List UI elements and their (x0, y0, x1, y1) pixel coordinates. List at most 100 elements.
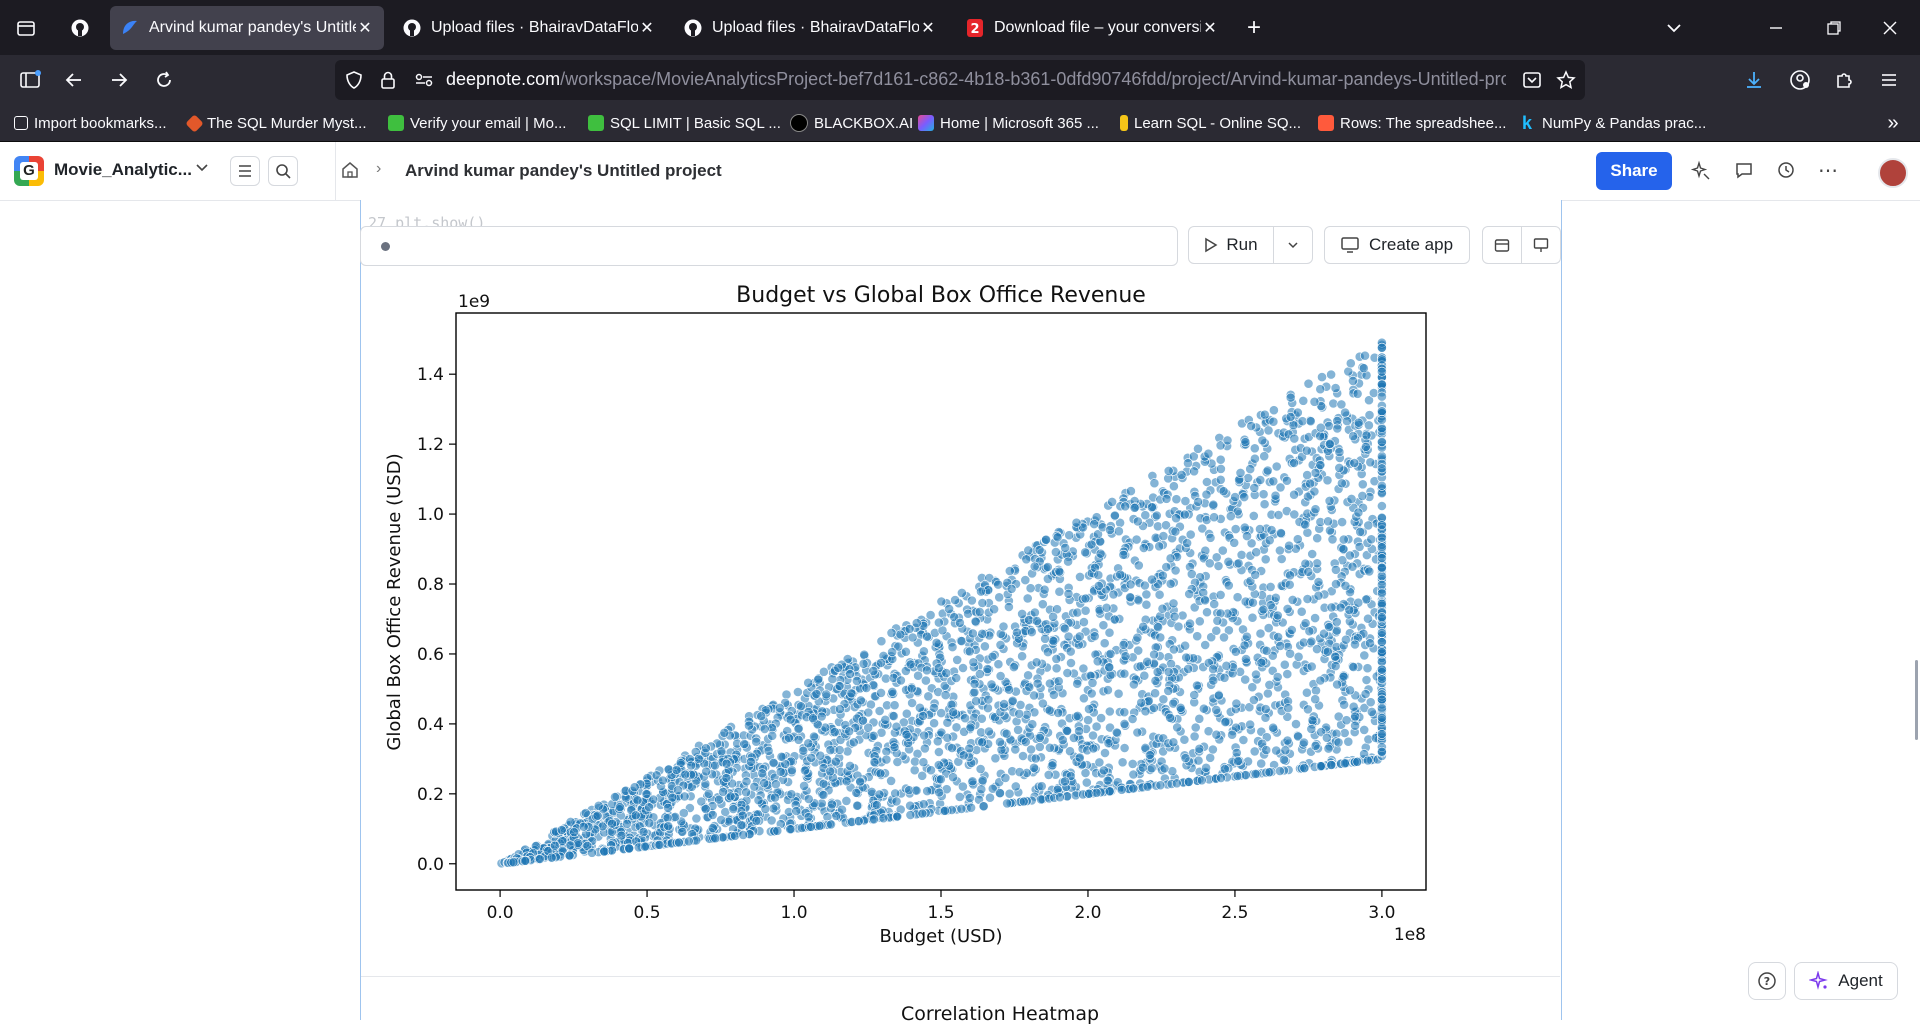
more-bookmarks-chevron-icon[interactable]: » (1887, 111, 1899, 134)
history-icon[interactable] (1776, 160, 1796, 185)
back-arrow-icon[interactable] (60, 66, 88, 94)
bookmark-verify-email[interactable]: Verify your email | Mo... (388, 112, 566, 134)
home-icon[interactable] (340, 160, 360, 185)
ai-sparkle-icon[interactable] (1690, 160, 1712, 187)
scatter-point (818, 778, 829, 789)
scatter-point (921, 675, 931, 686)
bookmark-star-icon[interactable] (1552, 66, 1580, 94)
scatter-point (1026, 627, 1037, 637)
tab-download-file[interactable]: 2 Download file – your conversion ✕ (955, 6, 1229, 50)
tab-upload-files-2[interactable]: Upload files · BhairavDataFlow/f ✕ (673, 6, 947, 50)
bookmark-numpy-pandas[interactable]: k NumPy & Pandas prac... (1522, 112, 1706, 134)
restore-icon[interactable] (1820, 14, 1848, 42)
scatter-point (923, 691, 934, 702)
bookmark-learn-sql[interactable]: Learn SQL - Online SQ... (1120, 112, 1301, 134)
scatter-point (1282, 603, 1293, 614)
scatter-point (892, 811, 903, 822)
tab-close-icon[interactable]: ✕ (921, 20, 935, 37)
bookmark-sql-murder[interactable]: The SQL Murder Myst... (185, 112, 367, 134)
list-all-tabs-chevron-icon[interactable] (1660, 14, 1688, 42)
downloads-icon[interactable] (1740, 66, 1768, 94)
tab-deepnote[interactable]: Arvind kumar pandey's Untitled ✕ (110, 6, 384, 50)
scatter-point (1215, 454, 1226, 465)
sidebar-menu-icon[interactable] (230, 156, 260, 186)
scatter-point (891, 796, 902, 807)
bookmark-blackbox[interactable]: BLACKBOX.AI (790, 112, 913, 134)
sidebar-toggle-icon[interactable] (16, 66, 44, 94)
scatter-point (1377, 436, 1387, 447)
agent-button[interactable]: Agent (1794, 962, 1898, 1000)
more-options-icon[interactable]: ⋯ (1818, 160, 1838, 182)
scatter-point (1105, 524, 1115, 535)
workspace-name[interactable]: Movie_Analytic... (54, 160, 192, 179)
run-options-chevron-icon[interactable] (1273, 226, 1313, 264)
scatter-point (934, 617, 944, 628)
forward-arrow-icon[interactable] (105, 66, 133, 94)
site-permissions-icon[interactable] (410, 66, 438, 94)
scatter-point (700, 743, 711, 754)
shield-icon[interactable] (340, 66, 368, 94)
tab-overview-icon[interactable] (12, 14, 40, 42)
scatter-point (1169, 644, 1179, 655)
scatter-point (1013, 724, 1023, 735)
scatter-point (1021, 554, 1032, 565)
comments-icon[interactable] (1734, 160, 1754, 185)
scatter-point (1353, 597, 1364, 608)
extensions-puzzle-icon[interactable] (1830, 66, 1858, 94)
bookmark-microsoft-365[interactable]: Home | Microsoft 365 ... (918, 112, 1099, 134)
scatter-point (730, 830, 740, 841)
tab-upload-files-1[interactable]: Upload files · BhairavDataFlow/f ✕ (392, 6, 666, 50)
page-title[interactable]: Arvind kumar pandey's Untitled project (405, 161, 722, 180)
scatter-point (1081, 777, 1092, 788)
account-icon[interactable] (1786, 66, 1814, 94)
scatter-point (910, 756, 920, 767)
notebook-cell (360, 200, 1562, 1020)
tab-close-icon[interactable]: ✕ (1203, 20, 1217, 37)
minimize-icon[interactable] (1762, 14, 1790, 42)
scatter-point (772, 825, 783, 836)
app-menu-hamburger-icon[interactable] (1875, 66, 1903, 94)
tab-close-icon[interactable]: ✕ (640, 20, 654, 37)
scatter-point (989, 604, 999, 615)
scatter-point (1051, 547, 1061, 557)
scrollbar-thumb[interactable] (1915, 660, 1918, 740)
bookmark-sql-limit[interactable]: SQL LIMIT | Basic SQL ... (588, 112, 781, 134)
new-tab-plus-icon[interactable]: + (1246, 14, 1261, 41)
save-to-pocket-icon[interactable] (1518, 66, 1546, 94)
scatter-point (1031, 615, 1042, 626)
github-pinned-tab-icon[interactable] (66, 14, 94, 42)
workspace-chevron-down-icon[interactable] (194, 160, 210, 181)
scatter-point (978, 801, 989, 812)
scatter-point (1109, 614, 1120, 625)
scatter-point (1075, 571, 1085, 582)
close-window-icon[interactable] (1876, 14, 1904, 42)
scatter-point (593, 800, 604, 811)
search-icon[interactable] (268, 156, 298, 186)
y-tick-label: 0.6 (417, 645, 444, 665)
scatter-point (557, 836, 568, 846)
tab-close-icon[interactable]: ✕ (358, 20, 372, 37)
schedule-calendar-icon[interactable] (1482, 226, 1522, 264)
bookmark-rows[interactable]: Rows: The spreadshee... (1318, 112, 1506, 134)
create-app-button[interactable]: Create app (1324, 226, 1470, 264)
run-button[interactable]: Run (1188, 226, 1274, 264)
scatter-point (805, 821, 816, 832)
lock-icon[interactable] (374, 66, 402, 94)
scatter-point (1115, 569, 1126, 580)
scatter-point (892, 757, 903, 767)
share-button[interactable]: Share (1596, 152, 1672, 190)
x-tick-label: 1.0 (781, 903, 808, 923)
avatar[interactable] (1878, 158, 1908, 188)
scatter-point (1022, 593, 1033, 604)
presentation-icon[interactable] (1521, 226, 1561, 264)
scatter-point (1324, 622, 1334, 632)
scatter-point (1157, 570, 1168, 581)
cell-input-bar[interactable] (360, 226, 1178, 266)
url-bar[interactable] (335, 60, 1585, 100)
scatter-point (1341, 715, 1352, 726)
reload-icon[interactable] (150, 66, 178, 94)
scatter-point (1196, 775, 1207, 786)
url-text[interactable]: deepnote.com/workspace/MovieAnalyticsPro… (446, 69, 1506, 90)
help-icon[interactable]: ? (1748, 962, 1786, 1000)
bookmark-import[interactable]: Import bookmarks... (14, 112, 167, 134)
